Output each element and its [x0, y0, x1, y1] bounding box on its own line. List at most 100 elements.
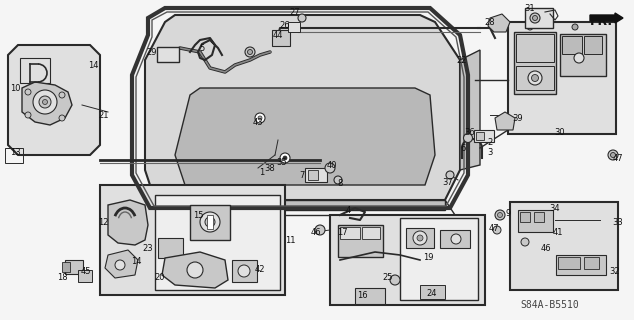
Circle shape — [255, 113, 265, 123]
Text: 44: 44 — [273, 30, 283, 39]
Text: 16: 16 — [357, 291, 367, 300]
Circle shape — [42, 100, 48, 105]
Circle shape — [498, 212, 503, 218]
Circle shape — [390, 275, 400, 285]
Bar — [406, 228, 434, 248]
Text: 47: 47 — [612, 154, 623, 163]
Text: 18: 18 — [56, 274, 67, 283]
Bar — [584, 36, 602, 54]
Text: 8: 8 — [337, 179, 343, 188]
Bar — [510, 202, 618, 290]
Bar — [474, 130, 494, 142]
Circle shape — [59, 92, 65, 98]
Text: 15: 15 — [193, 211, 204, 220]
Bar — [440, 230, 470, 248]
Polygon shape — [100, 185, 285, 295]
Circle shape — [39, 96, 51, 108]
Text: 27: 27 — [290, 7, 301, 17]
Polygon shape — [105, 250, 138, 278]
Text: 33: 33 — [612, 218, 623, 227]
Text: 26: 26 — [280, 20, 290, 29]
Circle shape — [446, 171, 454, 179]
Text: 28: 28 — [484, 18, 495, 27]
Text: 36: 36 — [465, 127, 476, 137]
Bar — [330, 215, 485, 305]
Bar — [400, 218, 478, 300]
Text: 41: 41 — [553, 228, 563, 236]
Text: FR.: FR. — [590, 15, 613, 28]
Polygon shape — [108, 200, 148, 245]
Text: 34: 34 — [550, 204, 560, 212]
Bar — [288, 22, 300, 32]
Circle shape — [187, 262, 203, 278]
Bar — [78, 270, 92, 282]
Text: 46: 46 — [541, 244, 552, 252]
Text: 9: 9 — [505, 209, 510, 218]
Text: 5: 5 — [199, 44, 205, 52]
Bar — [518, 210, 553, 232]
Circle shape — [495, 210, 505, 220]
Bar — [340, 227, 360, 239]
Circle shape — [283, 156, 287, 160]
Circle shape — [463, 133, 472, 142]
FancyArrow shape — [590, 13, 623, 23]
Bar — [520, 212, 530, 222]
Circle shape — [280, 153, 290, 163]
Text: 19: 19 — [423, 253, 433, 262]
Text: 47: 47 — [489, 223, 500, 233]
Bar — [516, 34, 554, 62]
Text: 38: 38 — [264, 164, 275, 172]
Bar — [207, 215, 213, 229]
Text: 20: 20 — [155, 274, 165, 283]
Bar — [62, 262, 70, 272]
Polygon shape — [22, 82, 72, 125]
Text: 35: 35 — [276, 157, 287, 166]
Circle shape — [334, 176, 342, 184]
Text: 3: 3 — [488, 148, 493, 156]
Circle shape — [528, 71, 542, 85]
Text: 37: 37 — [443, 178, 453, 187]
Polygon shape — [488, 14, 510, 32]
Bar — [272, 30, 290, 46]
Text: 2: 2 — [488, 138, 493, 147]
Circle shape — [298, 14, 306, 22]
Text: 45: 45 — [81, 268, 91, 276]
Polygon shape — [162, 252, 228, 288]
Bar — [362, 227, 380, 239]
Circle shape — [533, 15, 538, 20]
Text: 23: 23 — [143, 244, 153, 252]
Bar — [508, 22, 616, 134]
Text: 39: 39 — [513, 114, 523, 123]
Circle shape — [413, 231, 427, 245]
Text: 14: 14 — [87, 60, 98, 69]
Text: 29: 29 — [146, 47, 157, 57]
Text: 42: 42 — [255, 266, 265, 275]
Text: 6: 6 — [460, 143, 466, 153]
Circle shape — [25, 112, 31, 118]
Bar — [562, 36, 582, 54]
Polygon shape — [145, 15, 460, 200]
Circle shape — [417, 235, 423, 241]
Bar — [232, 260, 257, 282]
Bar — [525, 8, 553, 28]
Bar — [355, 288, 385, 304]
Text: 21: 21 — [99, 110, 109, 119]
Text: 4: 4 — [346, 205, 351, 214]
Text: 14: 14 — [131, 258, 141, 267]
Polygon shape — [460, 50, 480, 170]
Text: 43: 43 — [253, 117, 263, 126]
Circle shape — [451, 234, 461, 244]
Bar — [584, 257, 599, 269]
Circle shape — [608, 150, 618, 160]
Text: 1: 1 — [259, 167, 264, 177]
Text: 13: 13 — [10, 148, 20, 156]
Text: S84A-B5510: S84A-B5510 — [520, 300, 579, 310]
Text: 30: 30 — [555, 127, 566, 137]
Text: 22: 22 — [456, 55, 467, 65]
Circle shape — [572, 24, 578, 30]
Bar — [5, 148, 23, 163]
Polygon shape — [175, 88, 435, 185]
Circle shape — [247, 50, 252, 54]
Bar — [65, 260, 83, 274]
Circle shape — [611, 153, 616, 157]
